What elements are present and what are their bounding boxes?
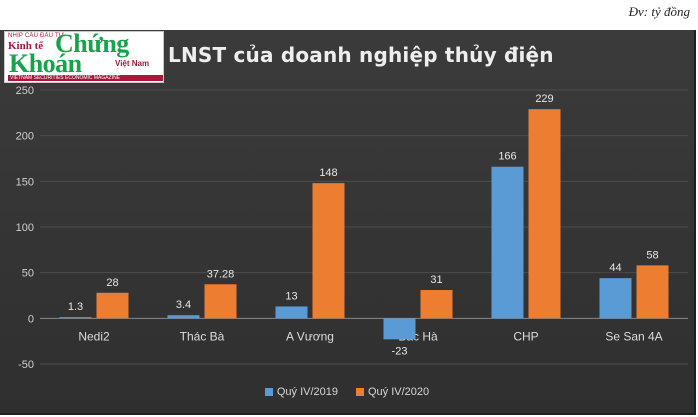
x-category-label: CHP [513,329,538,343]
data-label: 3.4 [176,299,191,311]
data-label: 31 [430,274,442,286]
logo-kinh-te: Kinh tế [8,40,44,52]
data-label: 13 [285,290,297,302]
data-label: 1.3 [68,301,83,313]
x-category-label: A Vương [286,329,334,343]
unit-note: Đv: tỷ đồng [628,4,690,19]
bar [204,284,237,319]
y-tick-label: 250 [16,85,34,97]
legend-swatch-2020 [356,388,364,396]
x-category-label: Thác Bà [180,329,225,343]
data-label: 229 [535,93,553,105]
legend-swatch-2019 [264,388,273,396]
bar [420,290,453,319]
bar [96,292,129,319]
data-label: 166 [498,151,516,163]
logo-khoan: Khoán [9,49,82,78]
bar [599,278,632,319]
legend-label-2019: Quý IV/2019 [276,386,338,398]
data-label: -23 [392,345,408,357]
legend-item-2020: Quý IV/2020 [356,386,429,398]
y-tick-label: -50 [18,359,34,371]
y-tick-label: 50 [22,268,34,280]
logo-top-line: NHỊP CẦU ĐẦU TƯ [8,33,65,39]
legend-label-2020: Quý IV/2020 [368,386,430,398]
bar [636,265,669,319]
data-label: 148 [319,167,337,179]
logo-bottom-line: VIETNAM SECURITIES ECONOMIC MAGAZINE [8,75,163,81]
bar [312,183,345,319]
bar [167,315,200,319]
legend-item-2019: Quý IV/2019 [264,386,338,398]
publisher-logo: NHỊP CẦU ĐẦU TƯ Kinh tế Chứng Khoán Việt… [4,31,164,83]
bar [59,317,92,319]
data-label: 28 [106,277,118,289]
bar [275,306,308,319]
data-label: 58 [646,249,658,261]
chart-title: LNST của doanh nghiệp thủy điện [168,43,554,67]
y-tick-label: 100 [16,222,34,234]
y-tick-label: 150 [16,176,34,188]
logo-chung: Chứng [55,31,129,58]
bar [383,318,416,340]
y-tick-label: 0 [28,313,34,325]
data-label: 44 [609,262,621,274]
legend: Quý IV/2019 Quý IV/2020 [0,386,694,398]
logo-viet-nam: Việt Nam [115,59,150,68]
chart-panel [0,30,696,415]
bar [528,109,561,319]
x-category-label: Se San 4A [605,329,662,343]
bar [491,166,524,319]
data-label: 37.28 [207,268,235,280]
y-tick-label: 200 [16,131,34,143]
x-category-label: Nedi2 [78,329,110,343]
